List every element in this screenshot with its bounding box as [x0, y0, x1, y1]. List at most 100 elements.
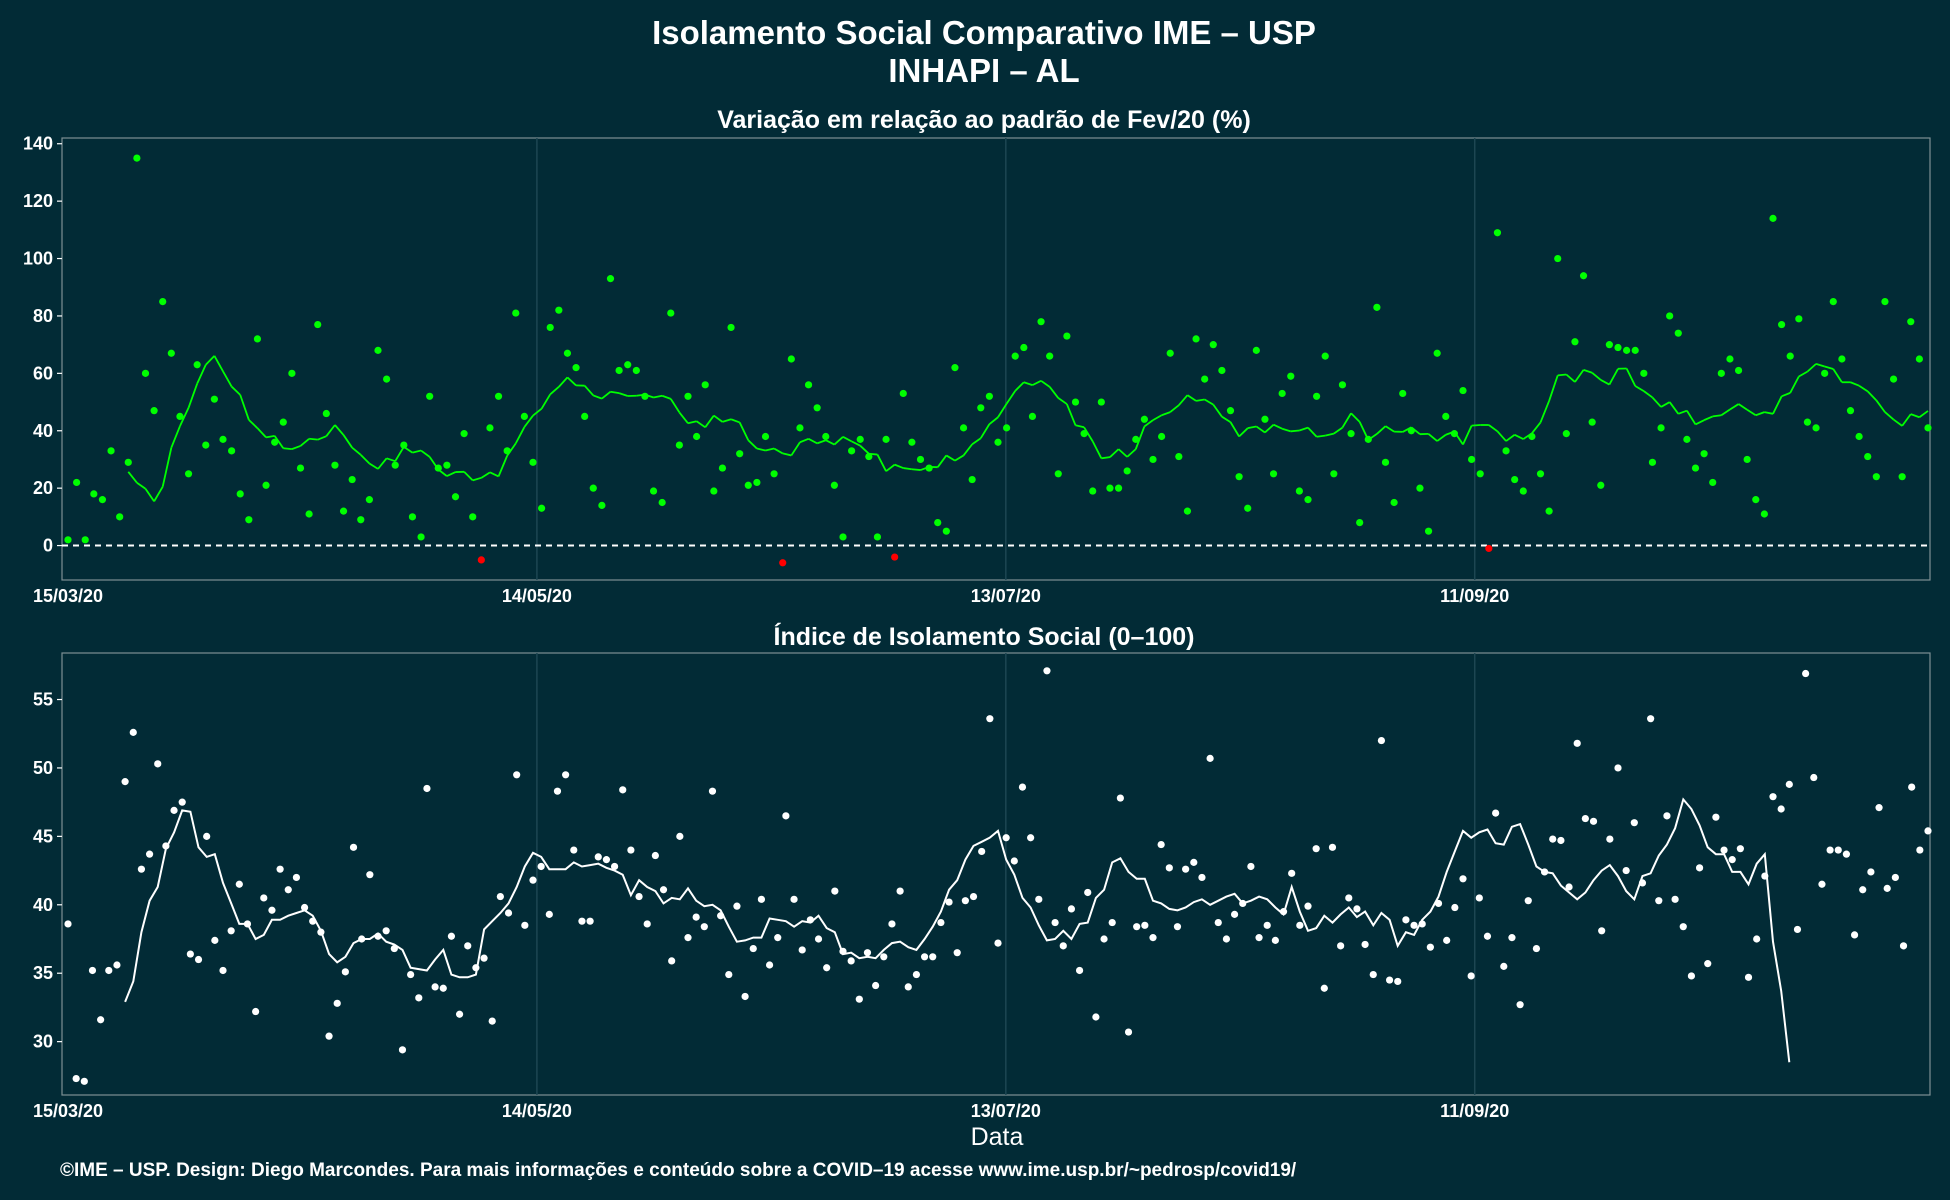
daily-point	[1418, 920, 1426, 928]
daily-point	[615, 366, 623, 375]
daily-point	[929, 953, 937, 961]
daily-point	[423, 784, 431, 793]
moving-average-segment	[1514, 433, 1524, 440]
daily-point	[133, 154, 141, 162]
daily-point	[1666, 312, 1674, 320]
daily-point	[1410, 921, 1418, 929]
daily-point	[904, 983, 912, 991]
daily-point	[170, 806, 178, 814]
daily-point	[1089, 487, 1097, 495]
daily-point	[1206, 754, 1214, 762]
moving-average-segment	[1066, 403, 1077, 426]
moving-average-segment	[446, 471, 456, 477]
daily-point	[460, 430, 468, 438]
daily-point	[1288, 869, 1296, 877]
daily-point	[64, 920, 72, 928]
moving-average-segment	[653, 394, 663, 399]
daily-point	[951, 364, 959, 372]
daily-point	[1261, 415, 1269, 423]
daily-point	[692, 913, 700, 921]
daily-point	[1475, 894, 1483, 902]
moving-average-segment	[1152, 414, 1163, 421]
daily-point	[154, 760, 162, 768]
moving-average-segment	[1850, 381, 1860, 387]
daily-point	[1712, 813, 1720, 821]
daily-point	[408, 513, 417, 521]
daily-point	[447, 932, 456, 940]
moving-average-segment	[1134, 426, 1146, 450]
daily-point	[1605, 341, 1613, 349]
daily-point	[1855, 432, 1863, 441]
moving-average-segment	[1901, 413, 1912, 427]
daily-point	[137, 865, 146, 873]
daily-point	[1140, 415, 1148, 423]
moving-average-segment	[523, 415, 534, 428]
moving-average-segment	[610, 390, 620, 395]
y-tick-label: 80	[33, 306, 53, 326]
daily-point	[1867, 868, 1875, 876]
daily-point	[1003, 424, 1011, 432]
x-tick-label: 11/09/20	[1440, 586, 1509, 606]
daily-point	[97, 1016, 105, 1024]
daily-point	[1476, 470, 1484, 478]
daily-point	[512, 309, 520, 317]
daily-point	[749, 944, 757, 953]
daily-point	[1320, 984, 1328, 992]
moving-average-segment	[1333, 426, 1343, 435]
daily-point	[1709, 478, 1717, 487]
moving-average-segment	[1126, 448, 1137, 458]
daily-point	[1846, 407, 1855, 415]
daily-point	[1424, 527, 1433, 535]
daily-point	[1829, 297, 1837, 306]
daily-point	[1691, 464, 1700, 472]
moving-average-segment	[256, 427, 267, 438]
daily-point	[658, 498, 666, 507]
daily-point	[632, 366, 640, 375]
moving-average-segment	[1600, 379, 1610, 386]
daily-point	[635, 892, 643, 901]
daily-point	[1728, 856, 1736, 864]
daily-point	[610, 862, 619, 871]
daily-point	[994, 438, 1002, 446]
moving-average-segment	[661, 394, 672, 400]
daily-point	[727, 323, 735, 332]
daily-point	[1483, 932, 1492, 940]
daily-point	[1883, 884, 1891, 892]
daily-point	[1080, 430, 1088, 438]
daily-point	[167, 349, 175, 357]
daily-point	[1295, 487, 1303, 495]
moving-average-segment	[833, 436, 844, 446]
daily-point	[276, 865, 284, 873]
daily-point	[1369, 970, 1377, 979]
daily-point	[1433, 349, 1441, 357]
daily-point	[314, 320, 322, 329]
moving-average-segment	[1091, 440, 1103, 459]
daily-point	[317, 928, 325, 936]
daily-point	[1192, 335, 1200, 343]
x-tick-label: 13/07/20	[971, 586, 1041, 606]
daily-point	[1059, 942, 1067, 950]
daily-point	[1353, 905, 1361, 913]
daily-point	[235, 880, 243, 888]
moving-average-segment	[205, 355, 216, 366]
moving-average-segment	[1204, 398, 1214, 406]
daily-point	[863, 949, 872, 957]
daily-point	[1687, 972, 1696, 980]
daily-point	[1218, 366, 1226, 375]
moving-average-segment	[790, 441, 801, 456]
daily-point	[1571, 338, 1579, 346]
daily-point	[194, 955, 203, 964]
daily-point	[882, 435, 890, 443]
moving-average-segment	[1143, 419, 1154, 428]
daily-point	[847, 957, 855, 965]
daily-point	[896, 887, 904, 895]
daily-point	[741, 992, 749, 1001]
daily-point	[1010, 857, 1018, 865]
moving-average-segment	[1789, 376, 1800, 394]
daily-point	[839, 533, 847, 541]
moving-average-segment	[592, 394, 603, 400]
moving-average-segment	[1005, 390, 1016, 405]
daily-point	[1493, 229, 1502, 237]
moving-average-segment	[704, 415, 715, 428]
daily-point	[1116, 794, 1124, 802]
